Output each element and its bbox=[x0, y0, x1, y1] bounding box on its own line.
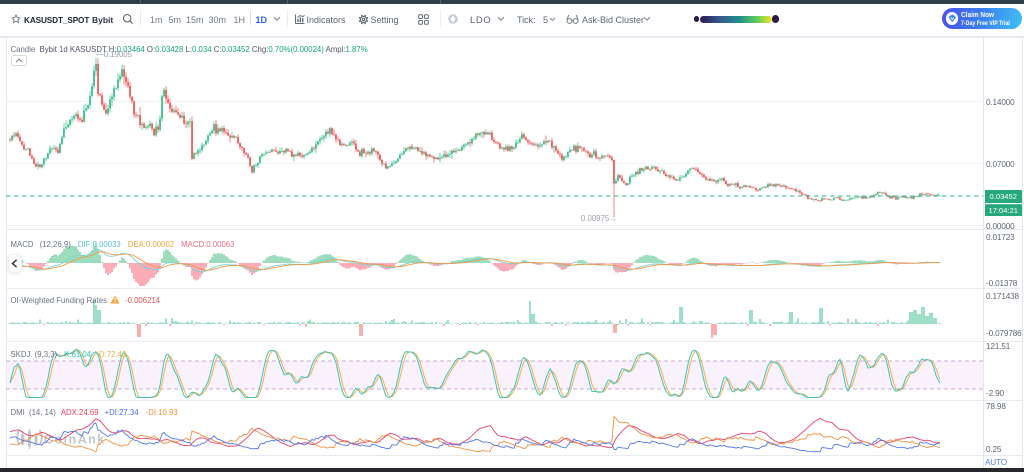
svg-text:CoinAnk: CoinAnk bbox=[44, 433, 106, 447]
